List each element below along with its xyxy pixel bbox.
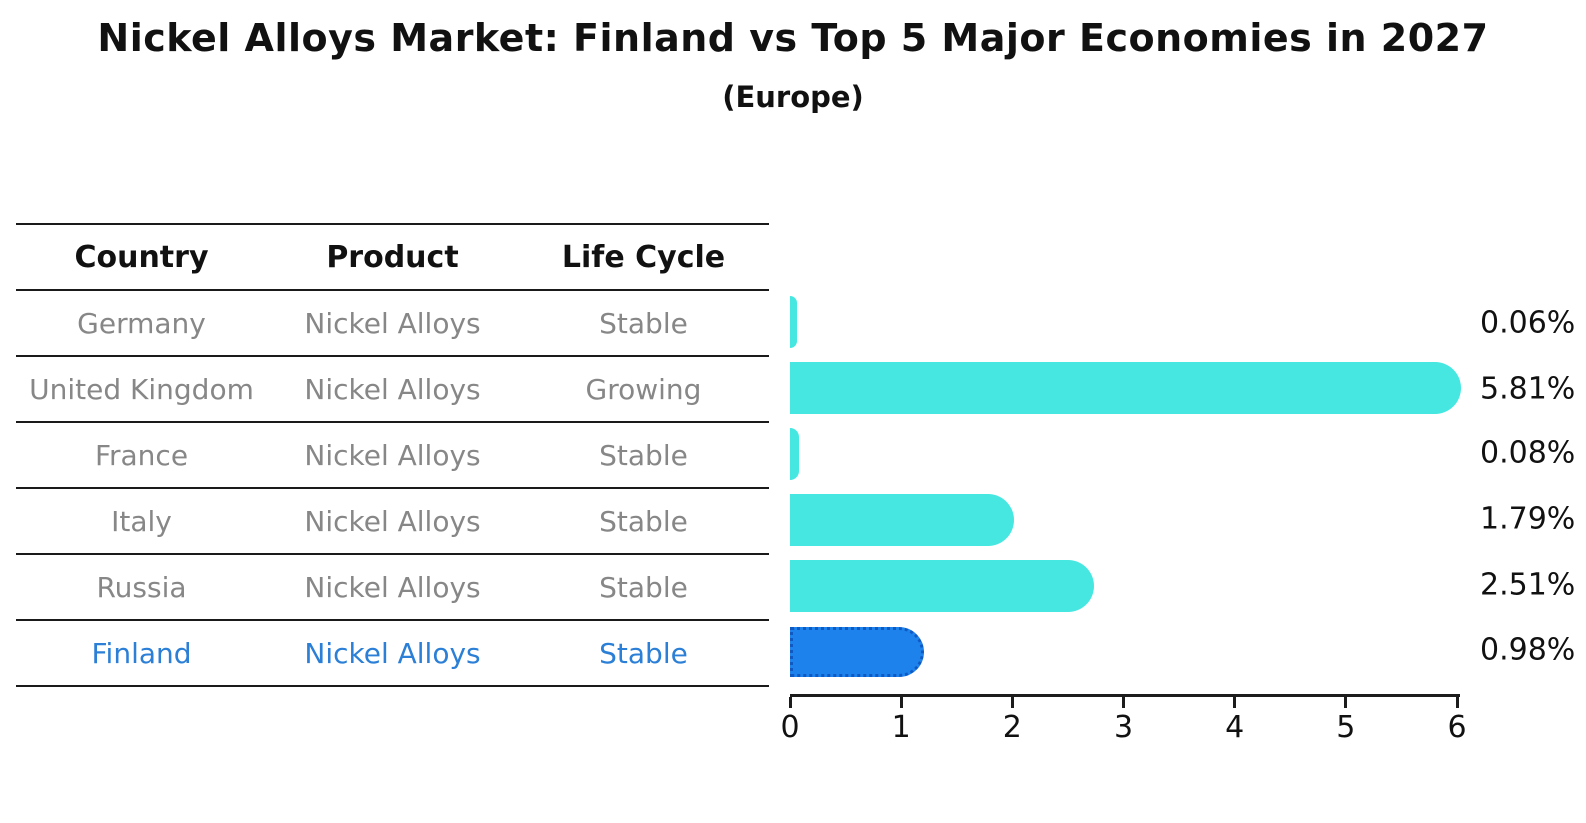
value-label-russia: 2.51% — [1480, 567, 1576, 603]
table-row-italy: Italy Nickel Alloys Stable — [16, 489, 769, 555]
x-axis-tick — [1233, 697, 1237, 708]
value-label-germany: 0.06% — [1480, 305, 1576, 341]
x-axis-tick-label: 3 — [1113, 710, 1134, 745]
table-row-finland: Finland Nickel Alloys Stable — [16, 621, 769, 687]
value-label-finland: 0.98% — [1480, 632, 1576, 668]
column-header-lifecycle: Life Cycle — [561, 239, 726, 275]
bar-germany — [790, 296, 797, 348]
cell-country: France — [94, 438, 189, 472]
table-header-row: Country Product Life Cycle — [16, 225, 769, 291]
cell-lifecycle: Stable — [599, 570, 688, 604]
cell-lifecycle: Stable — [599, 504, 688, 538]
x-axis-tick-label: 5 — [1336, 710, 1356, 745]
x-axis: 0 1 2 3 4 5 6 — [780, 694, 1467, 745]
cell-product: Nickel Alloys — [304, 570, 481, 604]
cell-product: Nickel Alloys — [304, 438, 481, 472]
cell-lifecycle: Stable — [599, 438, 688, 472]
x-axis-tick — [1122, 697, 1125, 708]
data-table: Country Product Life Cycle Germany Nicke… — [16, 223, 769, 687]
x-axis-tick-label: 0 — [780, 710, 800, 745]
x-axis-tick — [788, 697, 792, 708]
cell-country: Finland — [91, 636, 192, 670]
table-row-germany: Germany Nickel Alloys Stable — [16, 291, 769, 357]
cell-country: Russia — [96, 570, 187, 604]
table-row-russia: Russia Nickel Alloys Stable — [16, 555, 769, 621]
chart-title: Nickel Alloys Market: Finland vs Top 5 M… — [97, 16, 1489, 60]
cell-country: Germany — [77, 306, 206, 340]
x-axis-tick-label: 6 — [1447, 710, 1467, 745]
x-axis-tick — [1010, 697, 1014, 708]
column-header-country: Country — [74, 239, 209, 275]
table-row-france: France Nickel Alloys Stable — [16, 423, 769, 489]
bar-russia — [790, 560, 1094, 612]
x-axis-tick — [1455, 697, 1459, 708]
cell-product: Nickel Alloys — [304, 504, 481, 538]
value-label-italy: 1.79% — [1480, 501, 1576, 537]
cell-product: Nickel Alloys — [304, 372, 481, 406]
column-header-product: Product — [326, 239, 459, 275]
x-axis-tick-label: 1 — [891, 710, 911, 745]
cell-country: Italy — [111, 504, 172, 538]
value-label-united-kingdom: 5.81% — [1480, 371, 1576, 407]
x-axis-tick-label: 4 — [1225, 710, 1245, 745]
cell-lifecycle: Stable — [599, 636, 688, 670]
x-axis-tick — [899, 697, 903, 708]
bar-united-kingdom — [790, 362, 1461, 414]
value-label-france: 0.08% — [1480, 435, 1576, 471]
cell-lifecycle: Stable — [599, 306, 688, 340]
bar-finland — [790, 627, 924, 677]
bar-france — [790, 428, 799, 480]
x-axis-tick-label: 2 — [1002, 710, 1022, 745]
bar-italy — [790, 494, 1014, 546]
cell-product: Nickel Alloys — [304, 306, 481, 340]
chart-subtitle: (Europe) — [722, 80, 864, 114]
x-axis-tick — [1344, 697, 1348, 708]
cell-lifecycle: Growing — [585, 372, 702, 406]
table-row-united-kingdom: United Kingdom Nickel Alloys Growing — [16, 357, 769, 423]
cell-product: Nickel Alloys — [304, 636, 481, 670]
cell-country: United Kingdom — [29, 372, 254, 406]
